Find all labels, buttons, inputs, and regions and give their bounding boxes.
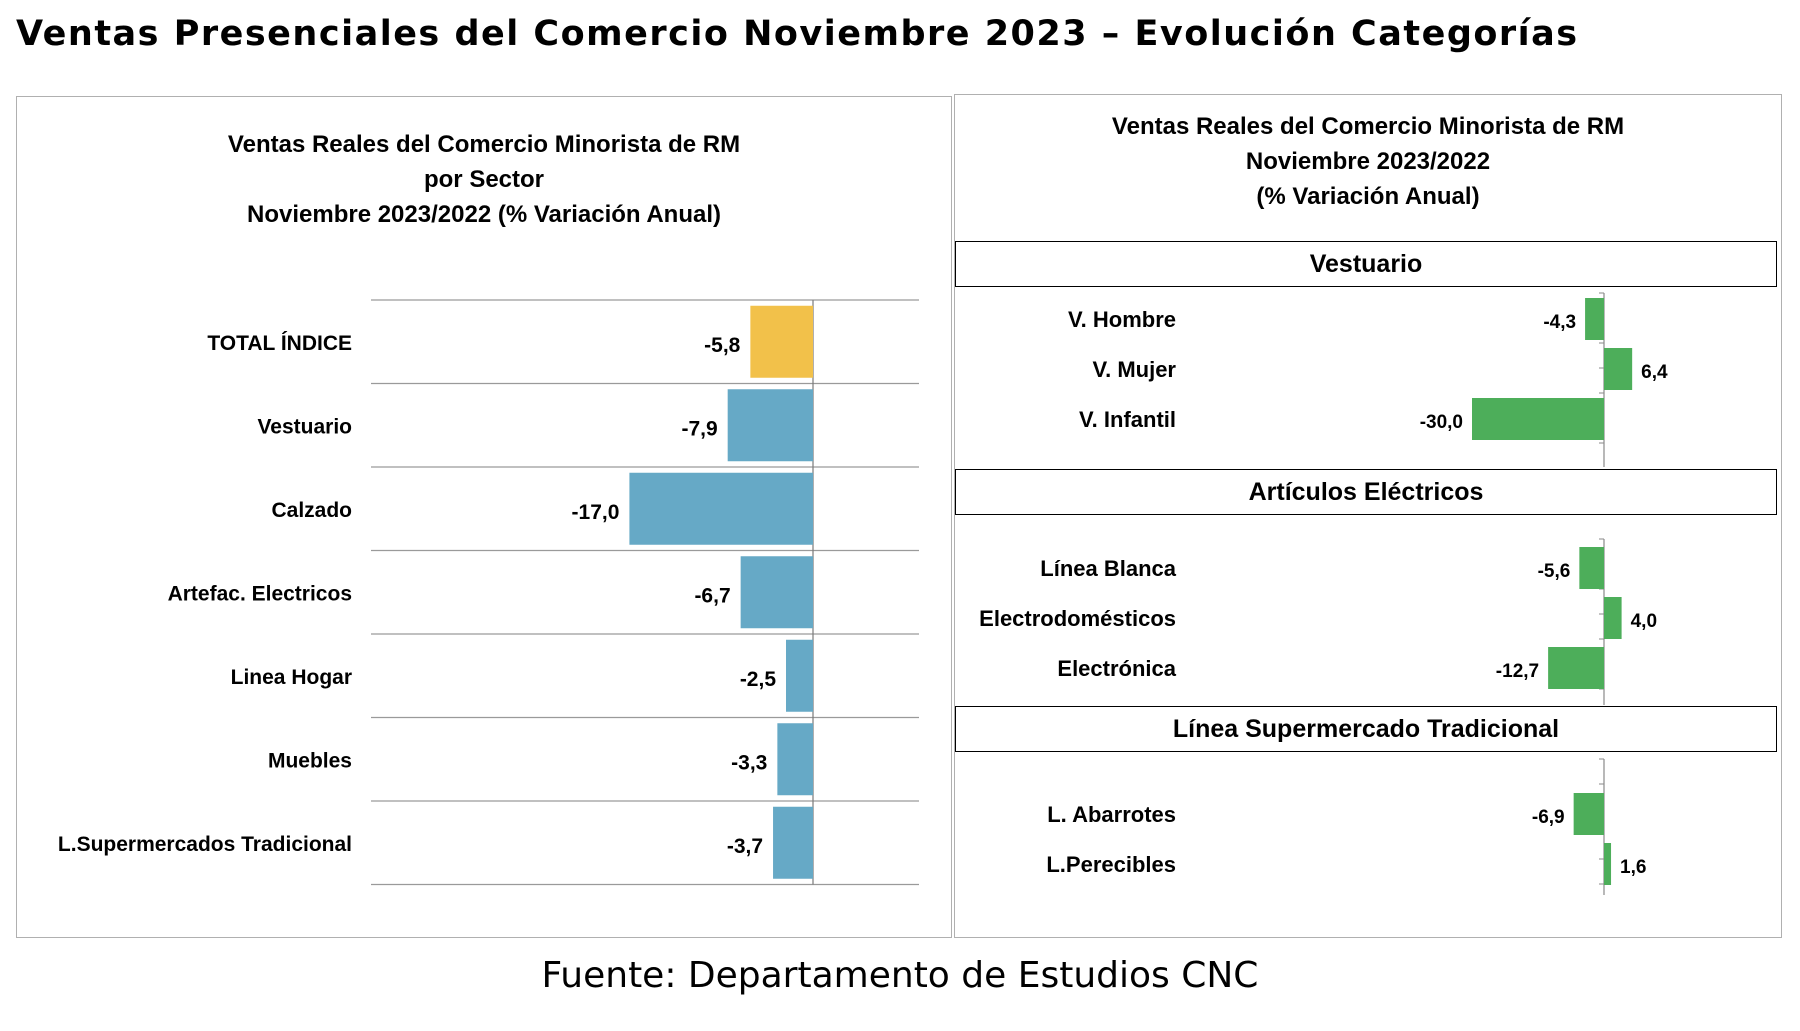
category-label-l-supermercados-tradicional: L.Supermercados Tradicional [58, 833, 352, 856]
section-header-vestuario: Vestuario [955, 241, 1777, 287]
data-label-total-indice: -5,8 [704, 334, 741, 357]
bar-total-indice [750, 305, 813, 378]
section-header-supermercado-tradicional: Línea Supermercado Tradicional [955, 706, 1777, 752]
category-label-muebles: Muebles [268, 749, 352, 772]
sector-chart-title-line-3: Noviembre 2023/2022 (% Variación Anual) [247, 201, 721, 228]
bar-muebles [777, 723, 813, 796]
category-label-total-indice: TOTAL ÍNDICE [207, 332, 352, 355]
sector-chart-title: Ventas Reales del Comercio Minorista de … [17, 127, 951, 232]
bar-v-hombre [1585, 298, 1604, 340]
bar-v-infantil [1472, 398, 1604, 440]
category-bar-chart: V. Hombre -4,3 V. Mujer 6,4 V. Infantil -30,0… [979, 292, 1668, 895]
bar-vestuario [727, 389, 813, 462]
bar-linea-hogar [786, 639, 813, 712]
bar-v-mujer [1604, 348, 1633, 390]
bar-calzado [629, 472, 813, 545]
category-label-v-mujer: V. Mujer [1092, 357, 1176, 382]
bar-linea-blanca [1579, 547, 1604, 589]
bar-artefac-electricos [740, 556, 813, 629]
data-label-v-infantil: -30,0 [1420, 412, 1463, 433]
section-header-articulos-electricos: Artículos Eléctricos [955, 469, 1777, 515]
data-label-v-hombre: -4,3 [1543, 312, 1576, 333]
bar-l-perecibles [1604, 843, 1612, 885]
data-label-vestuario: -7,9 [681, 417, 717, 440]
category-chart-panel: Ventas Reales del Comercio Minorista de … [954, 94, 1782, 938]
data-label-muebles: -3,3 [731, 751, 767, 774]
sector-chart-panel: Ventas Reales del Comercio Minorista de … [16, 96, 952, 938]
data-label-electronica: -12,7 [1496, 661, 1539, 682]
bar-l-supermercados-tradicional [773, 806, 813, 879]
bar-electrodomesticos [1604, 597, 1622, 639]
source-note: Fuente: Departamento de Estudios CNC [541, 955, 1259, 996]
sector-bar-chart: TOTAL ÍNDICE -5,8 Vestuario -7,9 Calzado -17,… [58, 299, 919, 886]
category-chart-title-line-1: Ventas Reales del Comercio Minorista de … [1111, 113, 1625, 140]
category-label-v-infantil: V. Infantil [1079, 407, 1176, 432]
category-label-electrodomesticos: Electrodomésticos [979, 606, 1176, 631]
category-label-vestuario: Vestuario [257, 415, 352, 438]
data-label-electrodomesticos: 4,0 [1631, 611, 1657, 632]
data-label-calzado: -17,0 [572, 501, 620, 524]
category-label-artefac-electricos: Artefac. Electricos [168, 582, 352, 605]
category-chart-title-line-2: Noviembre 2023/2022 [1245, 148, 1491, 175]
data-label-l-abarrotes: -6,9 [1532, 807, 1565, 828]
sector-chart-title-line-1: Ventas Reales del Comercio Minorista de … [227, 131, 741, 158]
bar-l-abarrotes [1573, 793, 1604, 835]
sector-chart-title-line-2: por Sector [423, 166, 545, 193]
category-label-l-abarrotes: L. Abarrotes [1047, 802, 1176, 827]
category-label-linea-hogar: Linea Hogar [231, 666, 352, 689]
category-label-linea-blanca: Línea Blanca [1040, 556, 1176, 581]
category-label-calzado: Calzado [271, 499, 352, 522]
data-label-artefac-electricos: -6,7 [694, 584, 730, 607]
data-label-l-supermercados-tradicional: -3,7 [727, 835, 763, 858]
category-label-l-perecibles: L.Perecibles [1046, 852, 1176, 877]
bar-electronica [1548, 647, 1604, 689]
data-label-linea-hogar: -2,5 [740, 668, 777, 691]
category-chart-title: Ventas Reales del Comercio Minorista de … [955, 109, 1781, 214]
data-label-v-mujer: 6,4 [1641, 362, 1668, 383]
category-label-electronica: Electrónica [1057, 656, 1176, 681]
data-label-linea-blanca: -5,6 [1538, 561, 1571, 582]
category-chart-title-line-3: (% Variación Anual) [1256, 183, 1480, 210]
category-label-v-hombre: V. Hombre [1068, 307, 1176, 332]
data-label-l-perecibles: 1,6 [1620, 857, 1646, 878]
main-title: Ventas Presenciales del Comercio Noviemb… [16, 14, 1579, 54]
